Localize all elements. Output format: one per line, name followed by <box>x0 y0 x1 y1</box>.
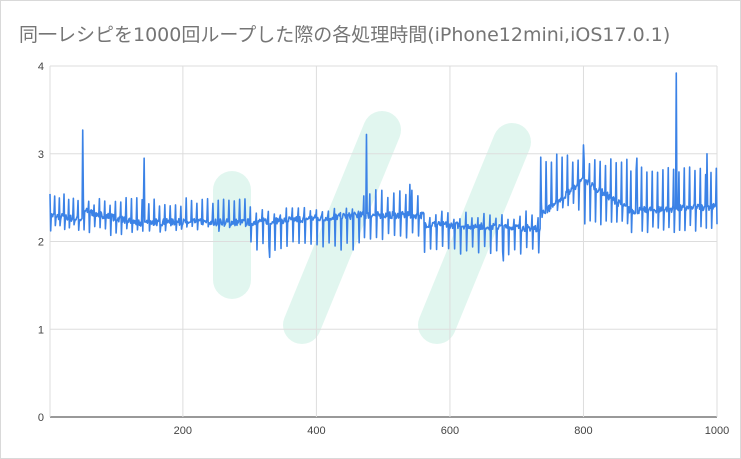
x-tick-label: 400 <box>307 425 325 437</box>
x-tick-label: 800 <box>574 425 592 437</box>
x-tick-label: 1000 <box>705 425 729 437</box>
x-tick-label: 600 <box>441 425 459 437</box>
y-tick-label: 1 <box>38 324 44 336</box>
x-tick-label: 200 <box>174 425 192 437</box>
series-line <box>49 72 718 262</box>
y-tick-label: 2 <box>38 237 44 249</box>
y-tick-label: 4 <box>38 61 44 73</box>
y-tick-label: 0 <box>38 412 44 424</box>
chart-title: 同一レシピを1000回ループした際の各処理時間(iPhone12mini,iOS… <box>19 24 671 46</box>
y-tick-label: 3 <box>38 149 44 161</box>
